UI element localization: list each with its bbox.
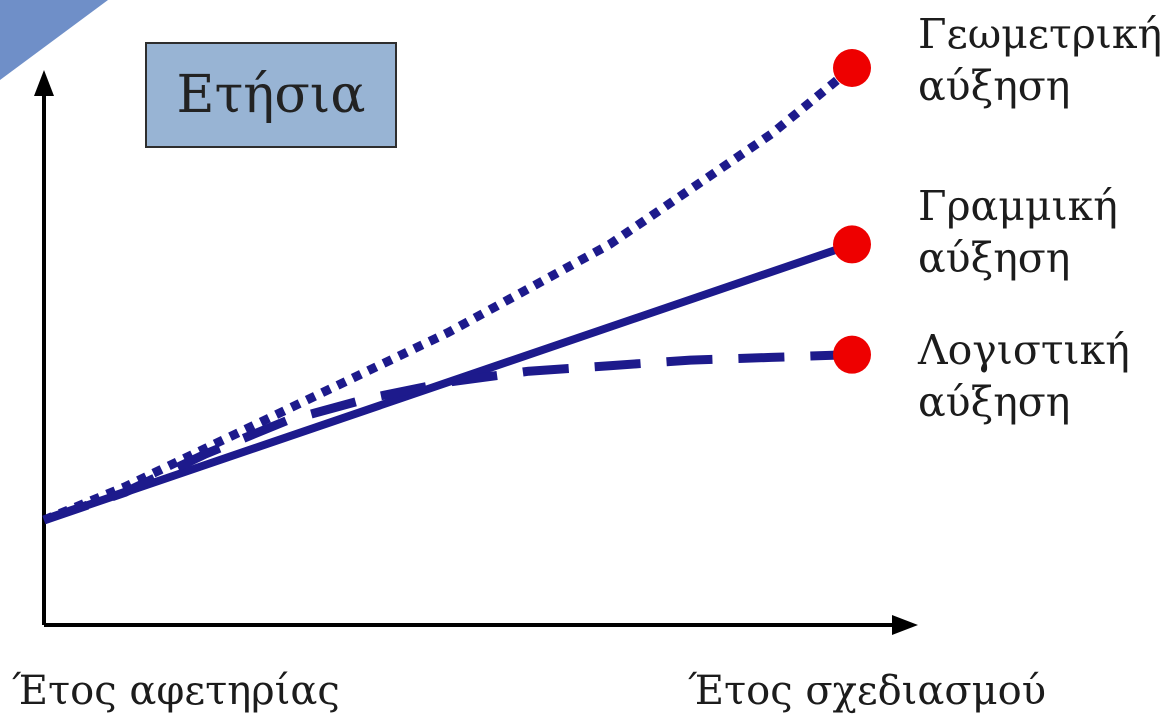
series-endpoint-dotted (833, 49, 871, 87)
series-label-line: αύξηση (918, 62, 1071, 110)
series-line-solid (42, 240, 854, 524)
series-label-geometric: Γεωμετρική αύξηση (918, 8, 1173, 112)
axes (34, 70, 918, 635)
y-axis-arrow (34, 70, 54, 96)
series-label-line: αύξηση (918, 378, 1071, 426)
series-label-line: Γεωμετρική (918, 10, 1163, 58)
series-endpoint-dashed (833, 335, 871, 374)
series-line-dotted (42, 64, 855, 525)
x-tick-label-end: Έτος σχεδιασμού (688, 668, 1047, 714)
series-label-line: Λογιστική (918, 326, 1130, 374)
corner-decoration (0, 0, 108, 80)
x-axis-arrow (892, 615, 918, 635)
series-label-logistic: Λογιστική αύξηση (918, 324, 1173, 428)
x-tick-label-start: Έτος αφετηρίας (12, 668, 340, 714)
series-label-linear: Γραμμική αύξηση (918, 180, 1173, 284)
chart-title-box: Ετήσια (145, 42, 397, 148)
series-endpoint-solid (833, 225, 871, 264)
series-line-dashed (42, 350, 853, 525)
series-label-line: αύξηση (918, 234, 1071, 282)
series-layer (42, 64, 855, 525)
endpoint-layer (833, 49, 871, 374)
series-label-line: Γραμμική (918, 182, 1118, 230)
chart-title: Ετήσια (176, 65, 366, 125)
